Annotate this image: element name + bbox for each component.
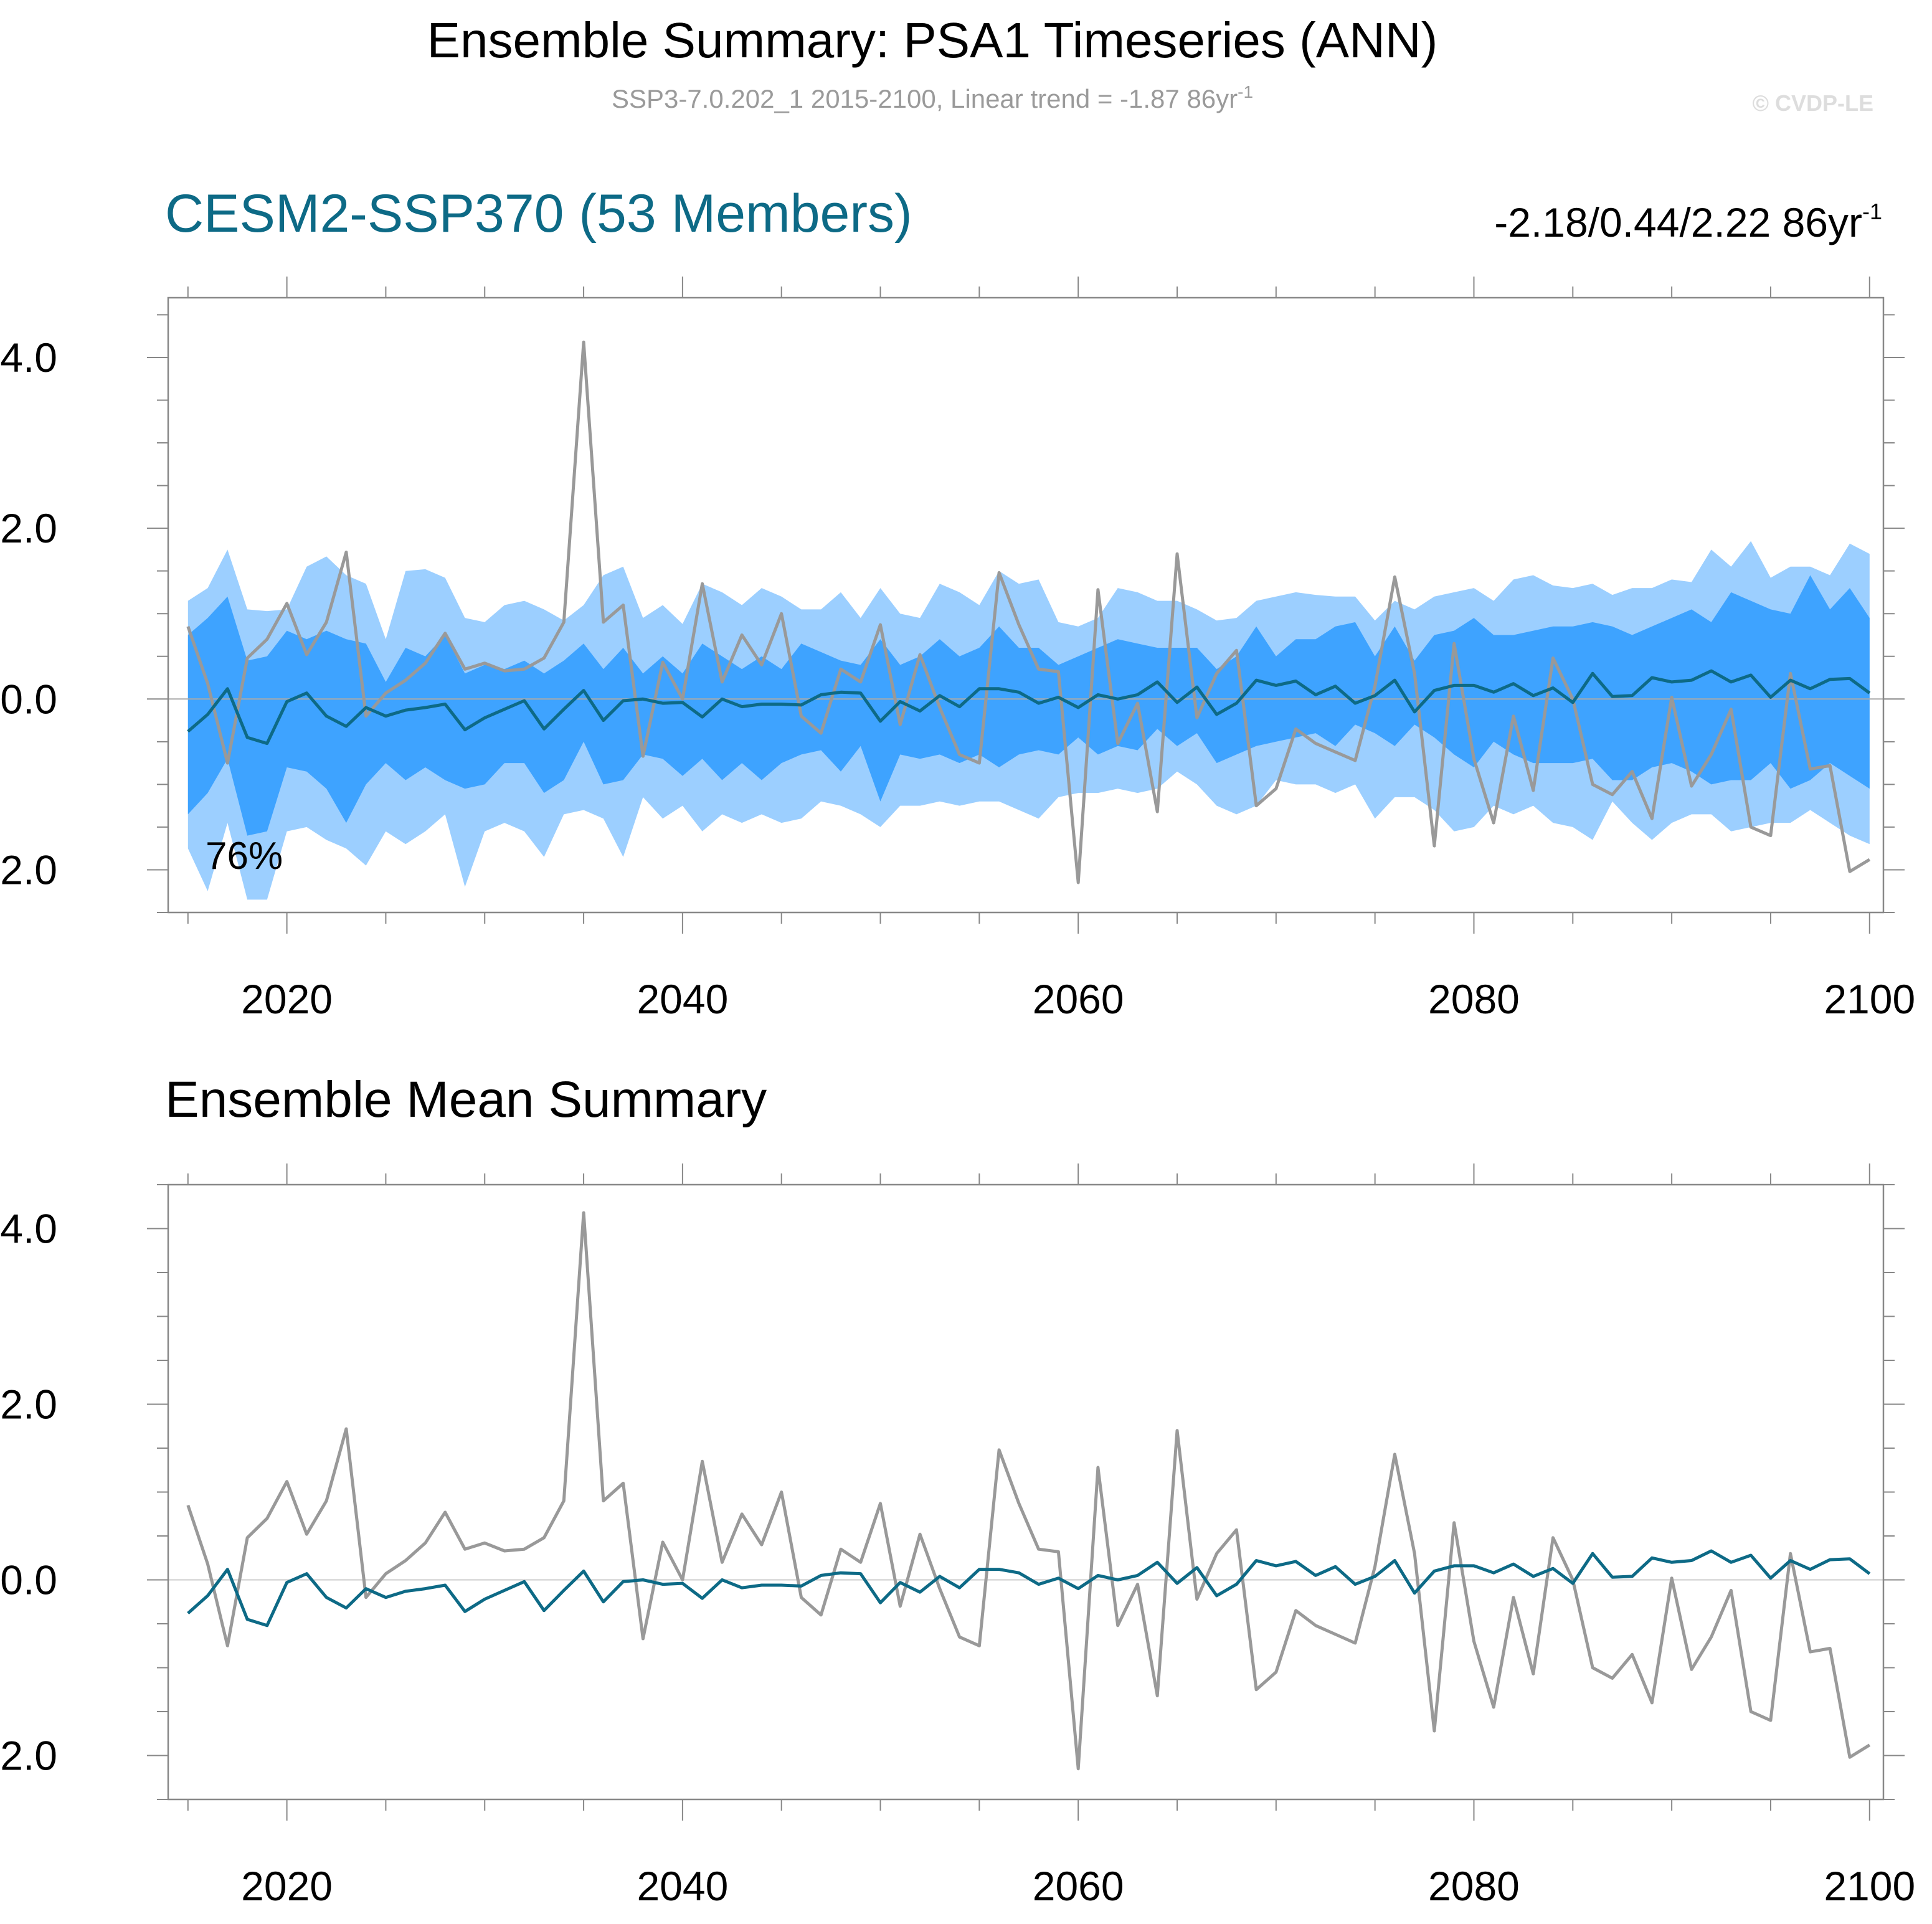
ensemble-mean-panel: Ensemble Mean Summary 2020 2040 2060 2080 21… — [0, 1071, 1915, 1909]
y-tick-label: 2.0 — [0, 1381, 57, 1428]
observations-line — [186, 340, 1871, 884]
x-tick-label: 2100 — [1824, 976, 1915, 1022]
x-tick-labels: 2020 2040 2060 2080 2100 — [241, 976, 1915, 1022]
series-lines — [186, 1211, 1871, 1771]
y-tick-label: 4.0 — [0, 334, 57, 381]
series-lines — [186, 340, 1871, 884]
x-tick-label: 2040 — [637, 1863, 728, 1909]
axis-ticks — [147, 1163, 1905, 1821]
ensemble-mean-line — [187, 669, 1871, 746]
plot-frame — [167, 296, 1885, 914]
x-tick-label: 2060 — [1033, 976, 1124, 1022]
figure-subtitle-text: SSP3-7.0.202_1 2015-2100, Linear trend =… — [612, 84, 1238, 113]
axis-ticks — [147, 277, 1905, 934]
x-tick-label: 2060 — [1033, 1863, 1124, 1909]
trend-range-sup: -1 — [1862, 199, 1882, 224]
observations-line — [186, 1211, 1871, 1771]
trend-range-label: -2.18/0.44/2.22 86yr-1 — [1494, 199, 1882, 245]
panel-title: CESM2-SSP370 (53 Members) — [165, 184, 912, 244]
watermark: © CVDP-LE — [1752, 90, 1873, 116]
x-tick-label: 2040 — [637, 976, 728, 1022]
x-tick-label: 2080 — [1428, 1863, 1520, 1909]
panel-title: Ensemble Mean Summary — [165, 1071, 767, 1128]
x-tick-labels: 2020 2040 2060 2080 2100 — [241, 1863, 1915, 1909]
ensemble-bands — [187, 541, 1870, 900]
y-tick-label: -2.0 — [0, 1733, 57, 1779]
ensemble-spread-panel: CESM2-SSP370 (53 Members) -2.18/0.44/2.2… — [0, 184, 1915, 1022]
y-tick-label: 2.0 — [0, 505, 57, 551]
y-tick-labels: -2.0 0.0 2.0 4.0 — [0, 334, 57, 893]
ensemble-mean-line — [187, 1549, 1871, 1628]
y-tick-label: 0.0 — [0, 1557, 57, 1603]
y-tick-label: 4.0 — [0, 1206, 57, 1252]
y-tick-label: -2.0 — [0, 846, 57, 893]
y-tick-label: 0.0 — [0, 676, 57, 722]
trend-range-text: -2.18/0.44/2.22 86yr — [1494, 199, 1862, 245]
x-tick-label: 2100 — [1824, 1863, 1915, 1909]
figure-subtitle-sup: -1 — [1238, 82, 1253, 102]
plot-frame — [167, 1183, 1885, 1801]
inner-percentile-band — [187, 575, 1870, 836]
x-tick-label: 2020 — [241, 976, 333, 1022]
figure-title: Ensemble Summary: PSA1 Timeseries (ANN) — [427, 12, 1438, 68]
x-tick-label: 2020 — [241, 1863, 333, 1909]
percent-annotation: 76% — [206, 835, 283, 878]
y-tick-labels: -2.0 0.0 2.0 4.0 — [0, 1206, 57, 1779]
x-tick-label: 2080 — [1428, 976, 1520, 1022]
figure-subtitle: SSP3-7.0.202_1 2015-2100, Linear trend =… — [612, 82, 1253, 113]
